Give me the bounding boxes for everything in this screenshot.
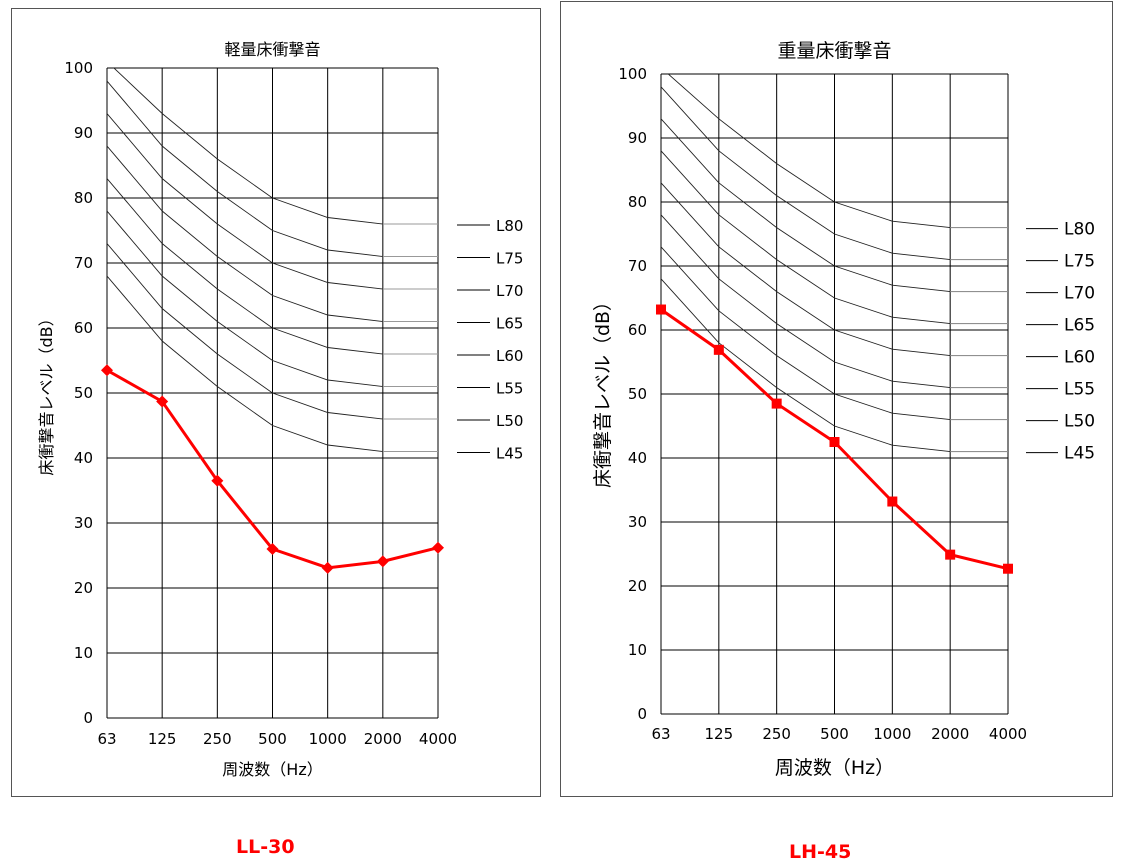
x-tick-label: 125 xyxy=(148,730,177,748)
reference-curve-l45 xyxy=(661,278,1008,453)
y-tick-label: 80 xyxy=(628,193,647,211)
legend-label-l50: L50 xyxy=(496,412,523,430)
data-point xyxy=(656,304,666,315)
y-tick-label: 70 xyxy=(628,257,647,275)
x-axis-label: 周波数（Hz） xyxy=(775,757,894,779)
reference-curve-l80 xyxy=(667,74,1008,229)
x-tick-label: 63 xyxy=(651,725,670,743)
chart-title: 重量床衝撃音 xyxy=(777,40,891,62)
y-tick-label: 20 xyxy=(74,579,93,597)
data-point xyxy=(101,364,113,377)
data-point xyxy=(266,543,279,555)
reference-curve-l70 xyxy=(661,118,1008,293)
heavy-impact-chart-panel: 0 10 20 30 40 50 60 70 80 90 100 63 125 250 500 1000 200… xyxy=(560,1,1113,797)
x-tick-label: 500 xyxy=(820,725,849,743)
y-tick-label: 90 xyxy=(74,124,93,142)
legend-label-l70: L70 xyxy=(496,282,523,300)
x-tick-label: 63 xyxy=(97,730,116,748)
x-tick-label: 4000 xyxy=(419,730,457,748)
y-axis-label: 床衝撃音レベル（dB） xyxy=(37,310,56,475)
y-tick-label: 0 xyxy=(637,705,647,723)
x-tick-label: 500 xyxy=(258,730,287,748)
y-tick-label: 70 xyxy=(74,254,93,272)
y-tick-label: 60 xyxy=(628,321,647,339)
legend-label-l65: L65 xyxy=(496,315,523,333)
x-tick-label: 250 xyxy=(203,730,232,748)
x-tick-label: 2000 xyxy=(364,730,402,748)
y-tick-label: 30 xyxy=(628,513,647,531)
y-tick-label: 50 xyxy=(628,385,647,403)
reference-curve-l65 xyxy=(661,150,1008,325)
legend-label-l45: L45 xyxy=(496,445,523,463)
reference-curve-l55 xyxy=(661,214,1008,389)
x-tick-label: 4000 xyxy=(989,725,1027,743)
data-point xyxy=(829,437,840,447)
legend-label-l55: L55 xyxy=(1064,380,1095,400)
y-axis-label: 床衝撃音レベル（dB） xyxy=(592,292,614,488)
x-tick-label: 1000 xyxy=(873,725,911,743)
y-tick-label: 100 xyxy=(618,65,647,83)
data-point xyxy=(432,541,444,554)
legend-label-l60: L60 xyxy=(1064,348,1095,368)
light-impact-chart: 0 10 20 30 40 50 60 70 80 90 100 63 125 250 500 1000 200… xyxy=(37,40,523,779)
reference-curve-l60 xyxy=(661,182,1008,357)
y-tick-label: 0 xyxy=(83,709,93,727)
data-point xyxy=(887,496,898,507)
reference-curve-l50 xyxy=(661,246,1008,421)
x-tick-label: 250 xyxy=(762,725,791,743)
legend-label-l60: L60 xyxy=(496,347,523,365)
x-tick-label: 1000 xyxy=(309,730,347,748)
legend-label-l70: L70 xyxy=(1064,284,1095,304)
y-tick-label: 100 xyxy=(64,59,93,77)
y-tick-label: 20 xyxy=(628,577,647,595)
legend-label-l75: L75 xyxy=(1064,252,1095,272)
legend-label-l50: L50 xyxy=(1064,412,1095,432)
light-impact-chart-panel: 0 10 20 30 40 50 60 70 80 90 100 63 125 250 500 1000 200… xyxy=(11,8,541,797)
data-point xyxy=(211,474,224,487)
y-tick-label: 10 xyxy=(74,644,93,662)
data-point xyxy=(321,561,334,574)
y-tick-label: 90 xyxy=(628,129,647,147)
data-point xyxy=(771,398,782,409)
legend-label-l65: L65 xyxy=(1064,316,1095,336)
chart-title: 軽量床衝撃音 xyxy=(224,40,320,59)
y-tick-label: 40 xyxy=(74,449,93,467)
light-impact-rating-caption: LL-30 xyxy=(236,836,295,858)
y-tick-label: 10 xyxy=(628,641,647,659)
heavy-impact-chart: 0 10 20 30 40 50 60 70 80 90 100 63 125 250 500 1000 200… xyxy=(592,40,1095,779)
legend-label-l80: L80 xyxy=(496,217,523,235)
x-tick-label: 2000 xyxy=(931,725,969,743)
data-point xyxy=(1003,563,1013,574)
y-tick-label: 40 xyxy=(628,449,647,467)
legend-label-l55: L55 xyxy=(496,380,523,398)
x-axis-label: 周波数（Hz） xyxy=(222,760,322,779)
data-point xyxy=(945,549,956,560)
legend-label-l45: L45 xyxy=(1064,444,1095,464)
legend-label-l75: L75 xyxy=(496,250,523,268)
y-tick-label: 50 xyxy=(74,384,93,402)
data-point xyxy=(713,344,724,355)
heavy-impact-rating-caption: LH-45 xyxy=(789,841,852,863)
legend-label-l80: L80 xyxy=(1064,220,1095,240)
data-point xyxy=(156,395,169,408)
y-tick-label: 80 xyxy=(74,189,93,207)
reference-curve-l75 xyxy=(661,86,1008,261)
y-tick-label: 60 xyxy=(74,319,93,337)
x-tick-label: 125 xyxy=(705,725,734,743)
y-tick-label: 30 xyxy=(74,514,93,532)
data-point xyxy=(376,555,389,568)
